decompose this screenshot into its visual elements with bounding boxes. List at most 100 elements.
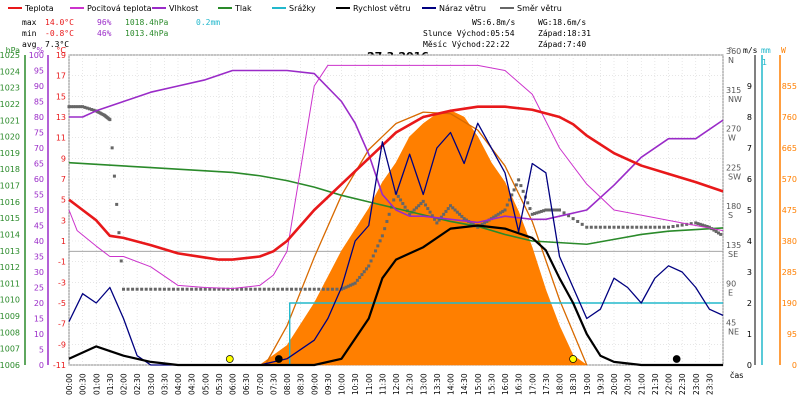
pressure-axis-tick: 1020 bbox=[0, 133, 20, 142]
wind-dir-point bbox=[342, 286, 346, 290]
wind-dir-point bbox=[439, 215, 443, 219]
wind-dir-point bbox=[312, 287, 316, 291]
legend-label: Náraz větru bbox=[439, 4, 486, 13]
wind-dir-deg-tick: 45 bbox=[726, 318, 736, 327]
stats-min-temp: -0.8°C bbox=[45, 29, 74, 38]
wind-dir-point bbox=[607, 225, 611, 229]
wind-dir-point bbox=[321, 287, 325, 291]
wind-dir-point bbox=[267, 287, 271, 291]
wind-dir-point bbox=[115, 202, 119, 206]
wind-dir-point bbox=[117, 231, 121, 235]
x-tick: 23:00 bbox=[692, 373, 701, 395]
pressure-axis-tick: 1011 bbox=[0, 279, 20, 288]
wind-dir-name-tick: N bbox=[728, 56, 734, 65]
info-moon-rise: Měsíc Východ:22:22 bbox=[423, 40, 510, 49]
humidity-axis-tick: 40 bbox=[34, 237, 44, 246]
legend-label: Směr větru bbox=[517, 4, 562, 13]
wind-dir-point bbox=[444, 209, 448, 213]
x-tick: 22:30 bbox=[678, 373, 687, 395]
x-tick: 03:30 bbox=[160, 373, 169, 395]
wind-dir-point bbox=[453, 208, 457, 212]
pressure-axis-tick: 1023 bbox=[0, 84, 20, 93]
wind-dir-point bbox=[346, 284, 350, 288]
solar-tick: 760 bbox=[782, 113, 797, 122]
wind-dir-point bbox=[271, 287, 275, 291]
wind-dir-point bbox=[380, 234, 384, 238]
wind-dir-point bbox=[426, 207, 430, 211]
pressure-axis-tick: 1022 bbox=[0, 100, 20, 109]
moonset-marker bbox=[274, 355, 283, 363]
x-tick: 02:30 bbox=[133, 373, 142, 395]
x-tick: 06:30 bbox=[242, 373, 251, 395]
wind-dir-point bbox=[580, 222, 584, 226]
humidity-axis-tick: 25 bbox=[34, 284, 44, 293]
temperature-axis-tick: 11 bbox=[56, 134, 66, 143]
wind-dir-point bbox=[462, 217, 466, 221]
wind-dir-point bbox=[685, 222, 689, 226]
wind-dir-point bbox=[419, 202, 423, 206]
solar-tick: 855 bbox=[782, 82, 797, 91]
x-tick: 03:00 bbox=[147, 373, 156, 395]
wind-speed-tick: 9 bbox=[747, 82, 752, 91]
wind-dir-point bbox=[428, 210, 432, 214]
wind-dir-point bbox=[537, 210, 541, 214]
pressure-axis-tick: 1024 bbox=[0, 67, 20, 76]
wind-dir-point bbox=[290, 287, 294, 291]
wind-speed-unit: m/s bbox=[743, 46, 758, 55]
wind-dir-point bbox=[421, 199, 425, 203]
wind-dir-point bbox=[212, 287, 216, 291]
x-tick: 02:00 bbox=[120, 373, 129, 395]
temperature-axis-tick: 17 bbox=[56, 72, 66, 81]
pressure-axis-tick: 1016 bbox=[0, 198, 20, 207]
wind-dir-point bbox=[546, 208, 550, 212]
x-tick: 00:00 bbox=[65, 373, 74, 395]
wind-dir-point bbox=[471, 222, 475, 226]
wind-dir-name-tick: NW bbox=[728, 95, 742, 104]
wind-dir-point bbox=[371, 254, 375, 258]
wind-dir-point bbox=[374, 249, 378, 253]
wind-dir-point bbox=[392, 198, 396, 202]
temperature-line bbox=[68, 105, 724, 261]
wind-dir-point bbox=[519, 184, 523, 188]
stats-block: max 14.0°C 96% 1018.4hPa 0.2mm min -0.8°… bbox=[22, 18, 220, 49]
wind-dir-point bbox=[235, 287, 239, 291]
x-tick: 07:30 bbox=[269, 373, 278, 395]
wind-dir-point bbox=[469, 221, 473, 225]
wind-dir-point bbox=[231, 287, 234, 291]
pressure-axis-tick: 1008 bbox=[0, 328, 20, 337]
humidity-axis-tick: 5 bbox=[39, 346, 44, 355]
wind-dir-point bbox=[76, 105, 80, 109]
humidity-axis-tick: 65 bbox=[34, 160, 44, 169]
rain-unit: mm bbox=[761, 46, 771, 55]
wind-dir-deg-tick: 270 bbox=[726, 125, 741, 134]
wind-dir-point bbox=[460, 214, 464, 218]
temperature-axis-tick: -1 bbox=[58, 258, 66, 267]
wind-dir-point bbox=[551, 208, 555, 212]
x-tick: 09:30 bbox=[324, 373, 333, 395]
temperature-axis-tick: 5 bbox=[61, 196, 66, 205]
wind-dir-point bbox=[294, 287, 298, 291]
wind-dir-point bbox=[521, 189, 525, 193]
wind-dir-point bbox=[244, 287, 248, 291]
wind-dir-point bbox=[510, 193, 514, 197]
wind-dir-point bbox=[378, 239, 382, 243]
wind-dir-point bbox=[446, 207, 450, 211]
wind-dir-point bbox=[719, 232, 723, 236]
pressure-axis-tick: 1025 bbox=[0, 51, 20, 60]
wind-dir-point bbox=[194, 287, 198, 291]
wind-dir-point bbox=[639, 225, 643, 229]
wind-dir-point bbox=[403, 205, 407, 209]
x-tick: 19:00 bbox=[583, 373, 592, 395]
wind-speed-tick: 5 bbox=[747, 206, 752, 215]
wind-dir-point bbox=[81, 105, 85, 109]
wind-dir-point bbox=[671, 225, 675, 229]
wind-dir-point bbox=[396, 194, 400, 198]
wind-dir-point bbox=[171, 287, 175, 291]
wind-dir-point bbox=[408, 212, 412, 216]
wind-dir-point bbox=[635, 225, 639, 229]
wind-dir-point bbox=[358, 275, 362, 279]
wind-dir-point bbox=[349, 283, 353, 287]
wind-speed-tick: 0 bbox=[747, 361, 752, 370]
wind-dir-point bbox=[626, 225, 630, 229]
